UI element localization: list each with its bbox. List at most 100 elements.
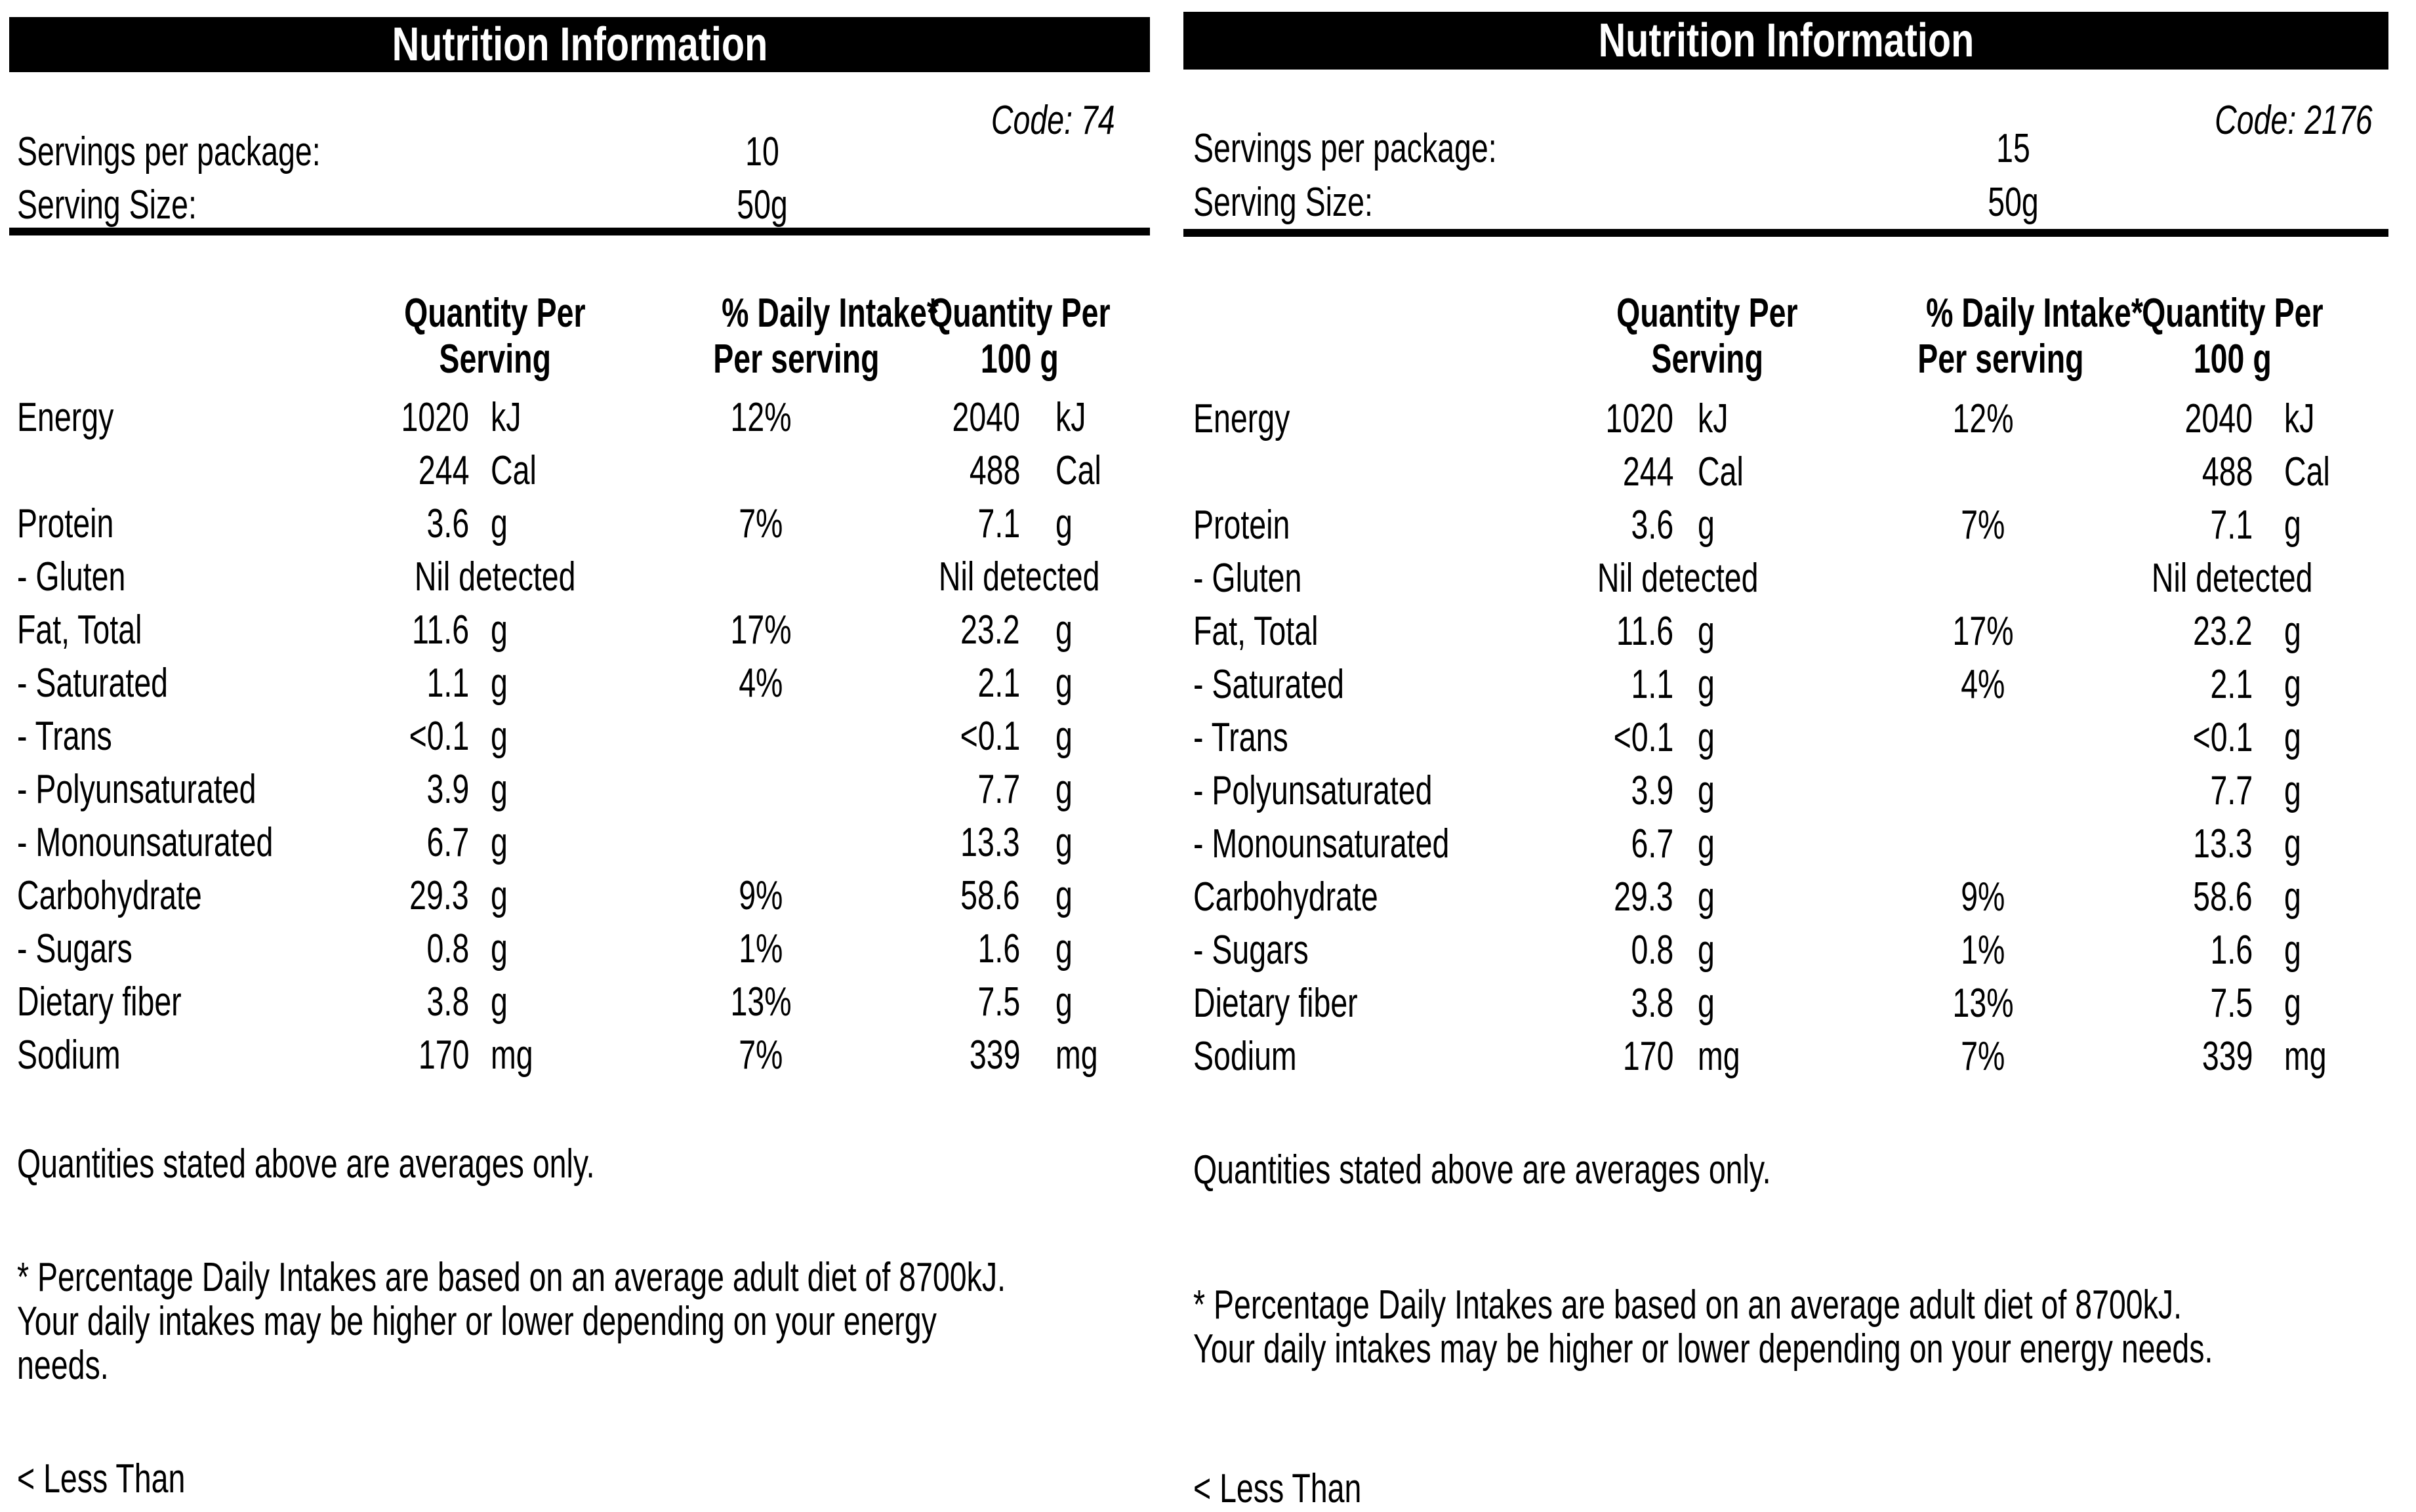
daily-intake-percent: 9% bbox=[739, 873, 783, 918]
qty-per-100g-unit: kJ bbox=[1055, 395, 1086, 440]
col-header-line: Per serving bbox=[1917, 337, 2084, 382]
nutrient-label: Energy bbox=[1193, 396, 1290, 441]
serving-size-row: Serving Size: 50g bbox=[1183, 180, 2388, 226]
averages-note: Quantities stated above are averages onl… bbox=[9, 1141, 1150, 1187]
qty-per-serving-value: 3.6 bbox=[1631, 502, 1673, 548]
daily-intake-percent: 1% bbox=[1961, 928, 2005, 973]
daily-intake-percent: 4% bbox=[1961, 662, 2005, 707]
qty-per-100g-value: 13.3 bbox=[960, 820, 1020, 865]
qty-per-100g-value: 23.2 bbox=[2193, 609, 2253, 654]
col-header-line: Serving bbox=[439, 337, 551, 382]
qty-per-serving-unit: mg bbox=[491, 1032, 533, 1078]
qty-per-100g-unit: kJ bbox=[2284, 396, 2315, 441]
nutrient-label: - Trans bbox=[17, 714, 112, 759]
nutrient-label: - Saturated bbox=[17, 661, 169, 706]
col-header-daily-intake: % Daily Intake* Per serving bbox=[1890, 291, 2143, 382]
qty-per-serving-unit: Cal bbox=[491, 448, 537, 493]
col-header-line: Quantity Per bbox=[404, 291, 586, 336]
row-energy: Energy 1020 kJ 12% 2040 kJ bbox=[9, 391, 1150, 444]
row-sugars: - Sugars 0.8 g 1% 1.6 g bbox=[9, 922, 1150, 975]
footnote-line: Your daily intakes may be higher or lowe… bbox=[17, 1299, 1150, 1343]
qty-per-100g-unit: mg bbox=[1055, 1032, 1098, 1078]
daily-intake-percent: 9% bbox=[1961, 874, 2005, 920]
footnote-line: Your daily intakes may be higher or lowe… bbox=[1193, 1327, 2388, 1371]
col-header-line: % Daily Intake* bbox=[722, 291, 939, 336]
product-code-text: Code: 74 bbox=[991, 98, 1115, 143]
row-sugars: - Sugars 0.8 g 1% 1.6 g bbox=[1183, 924, 2388, 977]
col-header-line: 100 g bbox=[980, 337, 1059, 382]
qty-per-100g-unit: g bbox=[2284, 928, 2301, 973]
qty-per-100g-unit: mg bbox=[2284, 1034, 2327, 1079]
nutrient-label: Protein bbox=[1193, 502, 1290, 548]
daily-intake-percent: 1% bbox=[739, 926, 783, 971]
daily-intake-percent: 4% bbox=[739, 661, 783, 706]
qty-per-100g-unit: g bbox=[1055, 607, 1073, 653]
less-than-legend-text: < Less Than bbox=[1193, 1466, 1362, 1511]
qty-per-100g-value: 339 bbox=[969, 1032, 1020, 1078]
qty-per-serving-unit: g bbox=[1698, 662, 1715, 707]
qty-per-serving-value: <0.1 bbox=[1613, 715, 1673, 760]
qty-per-serving-unit: g bbox=[491, 714, 508, 759]
qty-per-serving-unit: g bbox=[1698, 981, 1715, 1026]
qty-per-100g-value: 2.1 bbox=[2210, 662, 2253, 707]
row-protein: Protein 3.6 g 7% 7.1 g bbox=[1183, 499, 2388, 552]
row-energy-cal: 244 Cal 488 Cal bbox=[9, 444, 1150, 497]
nil-detected-serving: Nil detected bbox=[1597, 556, 1759, 601]
nutrient-label: - Polyunsaturated bbox=[17, 767, 256, 812]
qty-per-serving-unit: Cal bbox=[1698, 449, 1744, 495]
serving-size-value: 50g bbox=[737, 182, 788, 228]
qty-per-serving-value: 3.8 bbox=[426, 979, 469, 1025]
nutrient-label: Carbohydrate bbox=[17, 873, 202, 918]
col-header-daily-intake: % Daily Intake* Per serving bbox=[686, 291, 939, 382]
qty-per-serving-value: 1020 bbox=[1605, 396, 1673, 441]
averages-note: Quantities stated above are averages onl… bbox=[1183, 1147, 2388, 1193]
row-saturated: - Saturated 1.1 g 4% 2.1 g bbox=[9, 657, 1150, 710]
qty-per-100g-unit: g bbox=[2284, 662, 2301, 707]
qty-per-100g-value: 7.5 bbox=[977, 979, 1020, 1025]
divider-rule bbox=[1183, 229, 2388, 237]
daily-intake-percent: 7% bbox=[1961, 1034, 2005, 1079]
qty-per-serving-unit: mg bbox=[1698, 1034, 1740, 1079]
row-monounsaturated: - Monounsaturated 6.7 g 13.3 g bbox=[9, 816, 1150, 869]
nutrient-label: Fat, Total bbox=[1193, 609, 1319, 654]
qty-per-serving-unit: g bbox=[491, 501, 508, 546]
row-sodium: Sodium 170 mg 7% 339 mg bbox=[1183, 1030, 2388, 1083]
row-polyunsaturated: - Polyunsaturated 3.9 g 7.7 g bbox=[1183, 764, 2388, 817]
nutrient-label: Sodium bbox=[17, 1032, 121, 1078]
nutrient-label: - Saturated bbox=[1193, 662, 1345, 707]
servings-per-package-row: Servings per package: 15 bbox=[1183, 126, 2388, 172]
qty-per-100g-value: 488 bbox=[969, 448, 1020, 493]
serving-size-value: 50g bbox=[1988, 180, 2039, 225]
serving-size-label: Serving Size: bbox=[1193, 180, 1373, 225]
qty-per-serving-unit: g bbox=[491, 661, 508, 706]
qty-per-100g-unit: g bbox=[1055, 714, 1073, 759]
nutrient-label: - Polyunsaturated bbox=[1193, 768, 1433, 813]
servings-per-package-row: Servings per package: 10 bbox=[9, 129, 1150, 175]
qty-per-serving-value: 6.7 bbox=[1631, 821, 1673, 867]
nutrition-header-bar: Nutrition Information bbox=[1183, 12, 2388, 70]
nutrient-label: Sodium bbox=[1193, 1034, 1297, 1079]
row-saturated: - Saturated 1.1 g 4% 2.1 g bbox=[1183, 658, 2388, 711]
qty-per-100g-unit: g bbox=[1055, 979, 1073, 1025]
nutrition-table-body: Energy 1020 kJ 12% 2040 kJ 244 Cal 488 C… bbox=[9, 391, 1150, 1082]
nutrient-label: - Sugars bbox=[1193, 928, 1309, 973]
qty-per-serving-unit: g bbox=[1698, 768, 1715, 813]
nutrition-panel-left: Nutrition Information Code: 74 Servings … bbox=[9, 17, 1150, 1502]
product-code-text: Code: 2176 bbox=[2215, 98, 2373, 143]
qty-per-100g-value: 58.6 bbox=[2193, 874, 2253, 920]
qty-per-serving-value: 11.6 bbox=[1616, 609, 1673, 654]
qty-per-serving-unit: kJ bbox=[491, 395, 522, 440]
qty-per-serving-value: 1.1 bbox=[1631, 662, 1673, 707]
serving-size-label: Serving Size: bbox=[17, 182, 197, 228]
qty-per-100g-value: 23.2 bbox=[960, 607, 1020, 653]
qty-per-serving-unit: g bbox=[1698, 502, 1715, 548]
col-header-line: % Daily Intake* bbox=[1926, 291, 2143, 336]
nutrient-label: Energy bbox=[17, 395, 114, 440]
qty-per-serving-value: 3.9 bbox=[1631, 768, 1673, 813]
row-protein: Protein 3.6 g 7% 7.1 g bbox=[9, 497, 1150, 550]
row-dietary-fiber: Dietary fiber 3.8 g 13% 7.5 g bbox=[9, 975, 1150, 1029]
col-header-qty-per-serving: Quantity Per Serving bbox=[1525, 291, 1890, 382]
nutrition-header-bar: Nutrition Information bbox=[9, 17, 1150, 72]
footnote-line: * Percentage Daily Intakes are based on … bbox=[1193, 1283, 2388, 1327]
qty-per-100g-value: 339 bbox=[2201, 1034, 2253, 1079]
